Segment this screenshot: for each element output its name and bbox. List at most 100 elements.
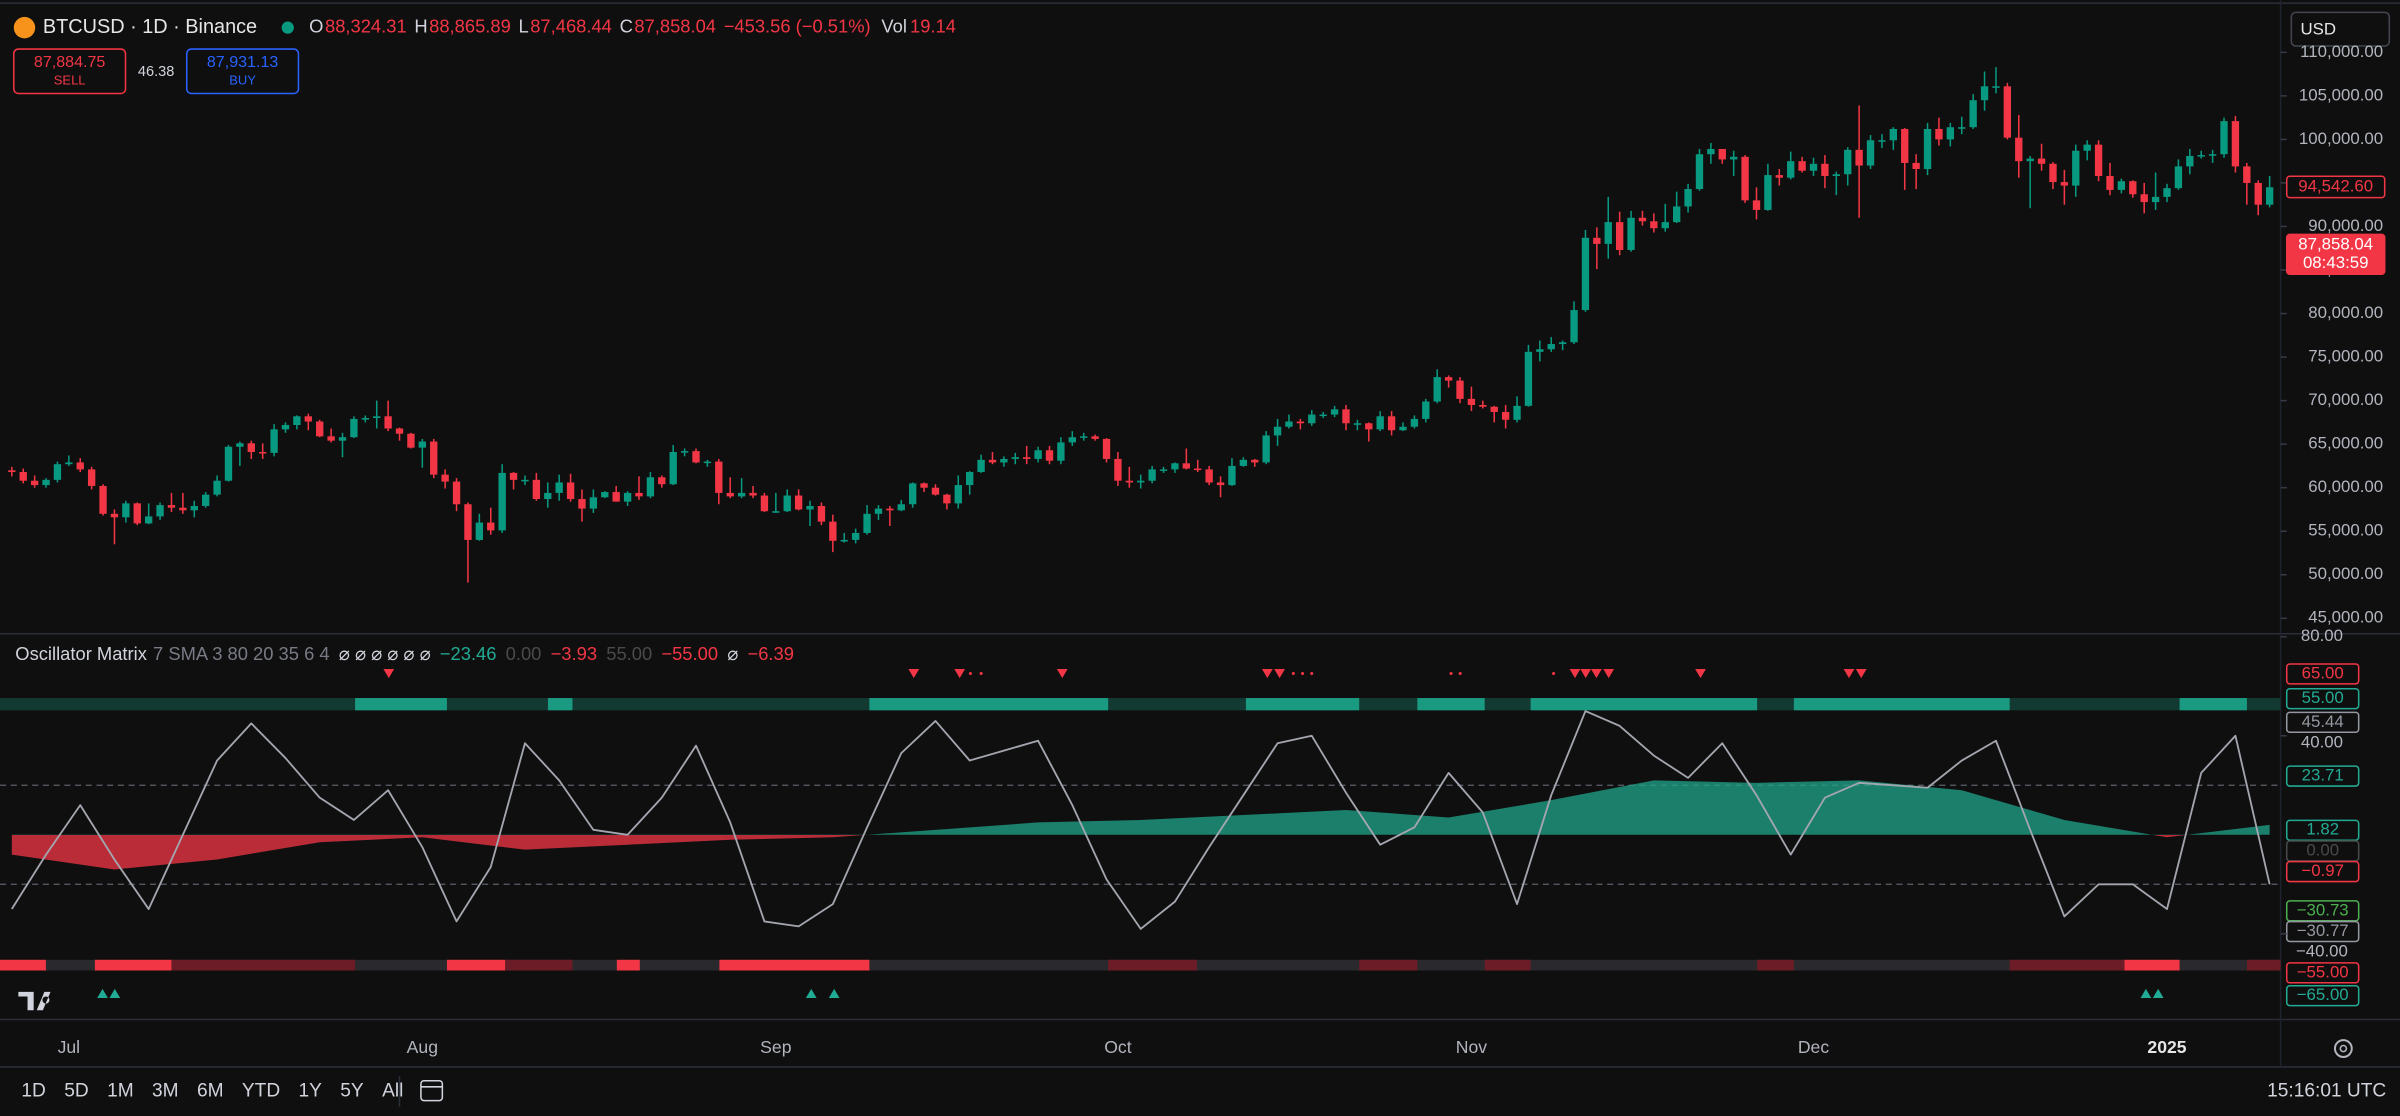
sell-signal bbox=[1695, 668, 1706, 679]
candle-body bbox=[1296, 421, 1305, 424]
candle-body bbox=[1068, 437, 1076, 443]
value-label: 0.00 bbox=[2306, 840, 2339, 859]
candle-body bbox=[373, 416, 381, 419]
heat-strip bbox=[2009, 959, 2125, 971]
dropdown-box bbox=[2290, 11, 2391, 47]
signal-dot bbox=[1291, 672, 1295, 676]
candle-body bbox=[167, 505, 176, 508]
range-button[interactable]: 6M bbox=[197, 1080, 224, 1101]
indicator-readout: 55.00 bbox=[606, 643, 652, 664]
range-button[interactable]: YTD bbox=[242, 1080, 280, 1101]
quote-value: 87,858.04 bbox=[634, 15, 716, 36]
buy-signal bbox=[109, 988, 121, 999]
y-tick-label: 40.00 bbox=[2301, 732, 2343, 751]
range-button[interactable]: 1D bbox=[21, 1080, 45, 1101]
candle-body bbox=[2208, 154, 2217, 156]
candle-body bbox=[2151, 196, 2160, 203]
heat-strip bbox=[94, 959, 172, 971]
settings-button[interactable] bbox=[2333, 1039, 2353, 1058]
candle-body bbox=[259, 451, 267, 454]
calendar-button[interactable] bbox=[420, 1079, 444, 1102]
candle-body bbox=[407, 433, 415, 448]
range-button[interactable]: 1M bbox=[107, 1080, 134, 1101]
candle-body bbox=[2037, 158, 2046, 164]
heat-strip bbox=[446, 959, 506, 971]
range-button[interactable]: All bbox=[382, 1080, 403, 1101]
currency-dropdown[interactable]: USD bbox=[2290, 11, 2391, 47]
sell-button[interactable]: 87,884.75 SELL bbox=[13, 48, 127, 95]
candle-body bbox=[156, 505, 164, 517]
candle-body bbox=[1764, 175, 1772, 210]
candle-body bbox=[908, 483, 917, 505]
candle-body bbox=[1923, 128, 1932, 170]
candle-body bbox=[1980, 86, 1989, 101]
candle-body bbox=[680, 451, 689, 453]
y-tick-label: 75,000.00 bbox=[2308, 347, 2383, 366]
candle-body bbox=[806, 505, 814, 510]
candle-body bbox=[1524, 351, 1533, 406]
candle-body bbox=[794, 495, 803, 510]
candle-body bbox=[395, 428, 404, 434]
candle-body bbox=[1456, 380, 1464, 399]
candle-body bbox=[19, 472, 27, 481]
candle-body bbox=[1570, 310, 1578, 343]
value-label-box bbox=[2285, 765, 2360, 787]
signal-dot bbox=[1310, 672, 1314, 676]
candle-body bbox=[270, 429, 278, 453]
sell-price: 87,884.75 bbox=[34, 53, 106, 71]
candle-body bbox=[1604, 222, 1612, 244]
candle-body bbox=[1684, 189, 1692, 207]
candle-body bbox=[1194, 468, 1202, 471]
signal-dot bbox=[1552, 672, 1556, 676]
candle-body bbox=[2140, 194, 2148, 203]
quote-change: −453.56 (−0.51%) bbox=[724, 15, 871, 36]
countdown: 08:43:59 bbox=[2303, 253, 2369, 272]
range-button[interactable]: 3M bbox=[152, 1080, 179, 1101]
value-label: −30.77 bbox=[2297, 921, 2349, 940]
candle-body bbox=[1262, 435, 1270, 463]
candle-body bbox=[646, 477, 655, 497]
calendar-icon bbox=[420, 1079, 444, 1102]
value-label-box bbox=[2285, 984, 2360, 1007]
gear-icon bbox=[2339, 1044, 2348, 1053]
candle-body bbox=[99, 485, 107, 514]
candle-body bbox=[281, 425, 290, 430]
candle-body bbox=[2072, 150, 2080, 186]
candle-body bbox=[2049, 163, 2057, 183]
oscillator-line bbox=[11, 710, 2271, 930]
range-button[interactable]: 5D bbox=[64, 1080, 88, 1101]
coin-icon bbox=[13, 16, 36, 39]
sell-signal bbox=[1569, 668, 1581, 679]
heat-strip bbox=[1359, 959, 1418, 971]
value-label-box bbox=[2285, 711, 2360, 734]
quote-key: H bbox=[414, 15, 427, 36]
quote-value: 87,468.44 bbox=[530, 15, 612, 36]
candle-body bbox=[1410, 418, 1419, 427]
candle-body bbox=[236, 443, 244, 447]
candle-body bbox=[1547, 344, 1555, 350]
y-tick-label: 60,000.00 bbox=[2308, 477, 2383, 496]
candle-body bbox=[966, 472, 974, 486]
x-tick-label: Dec bbox=[1798, 1037, 1829, 1057]
y-tick-label: 65,000.00 bbox=[2308, 434, 2383, 453]
indicator-readout: ⌀ bbox=[727, 643, 738, 664]
buy-button[interactable]: 87,931.13 BUY bbox=[185, 48, 300, 95]
candle-body bbox=[943, 494, 951, 504]
y-tick-label: 70,000.00 bbox=[2308, 390, 2383, 409]
range-button[interactable]: 1Y bbox=[299, 1080, 323, 1101]
candle-body bbox=[1330, 409, 1339, 415]
heat-strip bbox=[869, 698, 1109, 711]
candle-body bbox=[2163, 188, 2171, 197]
price-label: 94,542.60 bbox=[2298, 176, 2373, 195]
candle-body bbox=[1809, 163, 1818, 171]
candle-body bbox=[863, 513, 871, 533]
candle-body bbox=[1638, 217, 1647, 222]
indicator-params: 7 SMA 3 80 20 35 6 4 bbox=[153, 643, 330, 664]
spread: 46.38 bbox=[138, 64, 174, 80]
candle-body bbox=[1365, 423, 1373, 430]
candle-body bbox=[1479, 404, 1487, 407]
candle-body bbox=[1593, 237, 1601, 244]
range-button[interactable]: 5Y bbox=[340, 1080, 364, 1101]
value-label: −65.00 bbox=[2297, 985, 2349, 1004]
